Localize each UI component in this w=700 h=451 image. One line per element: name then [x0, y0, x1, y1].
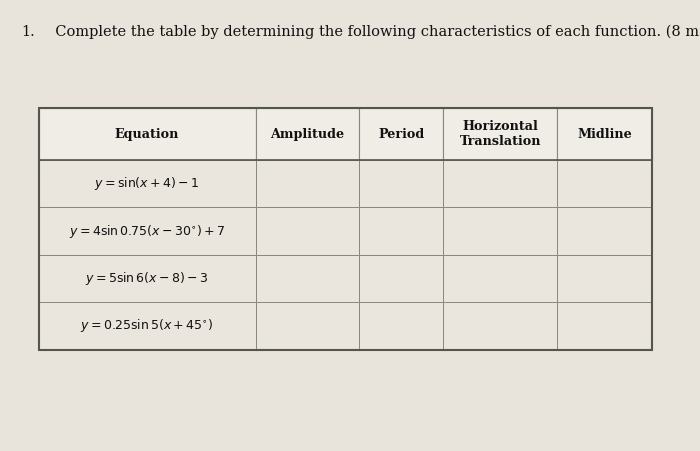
Bar [557, 108, 652, 160]
Bar [443, 108, 557, 160]
Bar [359, 207, 443, 255]
Bar [443, 255, 557, 302]
Bar [557, 255, 652, 302]
Bar [359, 255, 443, 302]
Text: $y=4\sin 0.75(x-30^{\circ})+7$: $y=4\sin 0.75(x-30^{\circ})+7$ [69, 223, 225, 239]
Bar [38, 160, 256, 207]
Bar [38, 302, 256, 350]
Text: $y=\sin(x+4)-1$: $y=\sin(x+4)-1$ [94, 175, 199, 192]
Text: $y=0.25\sin 5(x+45^{\circ})$: $y=0.25\sin 5(x+45^{\circ})$ [80, 318, 214, 334]
Bar [557, 207, 652, 255]
Bar [443, 160, 557, 207]
Bar [359, 302, 443, 350]
Text: Complete the table by determining the following characteristics of each function: Complete the table by determining the fo… [46, 25, 700, 39]
Bar [256, 302, 359, 350]
Text: Period: Period [378, 128, 424, 141]
Text: 1.: 1. [21, 25, 35, 39]
Bar [38, 108, 652, 350]
Bar [359, 108, 443, 160]
Bar [38, 108, 256, 160]
Bar [359, 160, 443, 207]
Bar [443, 302, 557, 350]
Text: Midline: Midline [577, 128, 632, 141]
Bar [557, 302, 652, 350]
Bar [443, 207, 557, 255]
Text: Amplitude: Amplitude [270, 128, 344, 141]
Text: $y=5\sin 6(x-8)-3$: $y=5\sin 6(x-8)-3$ [85, 270, 209, 287]
Bar [256, 108, 359, 160]
Bar [256, 255, 359, 302]
Bar [38, 207, 256, 255]
Bar [38, 255, 256, 302]
Bar [38, 108, 652, 350]
Text: Horizontal
Translation: Horizontal Translation [459, 120, 541, 148]
Bar [557, 160, 652, 207]
Bar [256, 207, 359, 255]
Text: Equation: Equation [115, 128, 179, 141]
Bar [256, 160, 359, 207]
